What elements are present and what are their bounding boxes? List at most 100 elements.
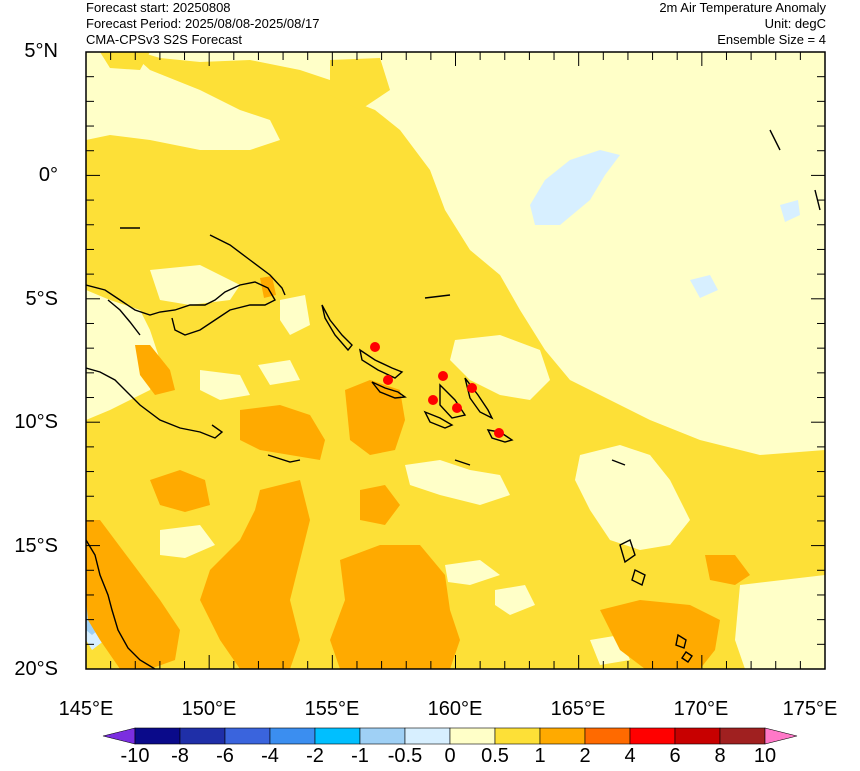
anomaly-region-orange-9	[600, 600, 720, 669]
lat-label-10s: 10°S	[14, 411, 58, 433]
station-marker	[370, 342, 380, 352]
colorbar-segment	[494, 727, 541, 745]
colorbar-label: -4	[261, 745, 279, 767]
lat-label-0: 0°	[38, 164, 58, 186]
colorbar-label: -8	[171, 745, 189, 767]
coastline-guadalcanal	[423, 410, 454, 429]
colorbar	[102, 727, 798, 745]
anomaly-region-nw-pale	[86, 52, 280, 150]
lon-label-170e: 170°E	[673, 698, 729, 720]
coastline-solomons-3	[439, 383, 467, 419]
unit-text: Unit: degC	[764, 16, 826, 31]
lon-label-165e: 165°E	[550, 698, 606, 720]
coastline-small-7	[611, 459, 626, 466]
anomaly-region-orange-10	[705, 555, 750, 585]
colorbar-label: -6	[216, 745, 234, 767]
lat-label-5n: 5°N	[24, 40, 58, 62]
colorbar-segment	[539, 727, 586, 745]
anomaly-region-w-pale-1	[86, 290, 160, 420]
lat-label-15s: 15°S	[14, 535, 58, 557]
anomaly-region-c-pale-1	[450, 335, 550, 400]
coastline-small-5	[769, 129, 781, 151]
colorbar-label: -10	[120, 745, 150, 767]
anomaly-region-orange-4	[150, 470, 210, 512]
anomaly-region-orange-3	[135, 345, 175, 395]
colorbar-segment	[134, 727, 181, 745]
anomaly-region-c-pale-5	[495, 585, 535, 615]
coastline-png-south	[86, 367, 224, 439]
lon-label-160e: 160°E	[427, 698, 483, 720]
coastline-malaita	[464, 377, 494, 420]
colorbar-segment	[224, 727, 271, 745]
anomaly-region-e-pale	[735, 575, 825, 669]
coastline-solomons-1	[358, 348, 404, 379]
station-markers	[370, 342, 504, 438]
coastline-vanuatu-1	[619, 539, 636, 564]
colorbar-label: 4	[624, 745, 636, 767]
forecast-start-text: Forecast start: 20250808	[86, 0, 231, 15]
colorbar-segment	[359, 727, 406, 745]
colorbar-label: -0.5	[387, 745, 423, 767]
colorbar-segment	[584, 727, 631, 745]
colorbar-segment	[719, 727, 766, 745]
coastline-new-ireland	[209, 234, 286, 296]
variable-title-text: 2m Air Temperature Anomaly	[659, 0, 826, 15]
anomaly-region-w-pale-3	[280, 295, 310, 335]
coastline-bougainville	[321, 304, 353, 352]
colorbar-label: 8	[714, 745, 726, 767]
anomaly-region-orange-1	[240, 405, 325, 460]
anomaly-region-c-pale-3	[575, 445, 690, 550]
anomaly-region-w-pale-4	[200, 370, 250, 400]
lat-label-5s: 5°S	[25, 288, 58, 310]
anomaly-region-neg-1	[530, 150, 620, 225]
colorbar-label: -2	[306, 745, 324, 767]
model-name-text: CMA-CPSv3 S2S Forecast	[86, 32, 243, 47]
anomaly-region-orange-11	[260, 276, 276, 298]
colorbar-label: 1	[534, 745, 546, 767]
lon-label-155e: 155°E	[304, 698, 360, 720]
colorbar-segment	[314, 727, 361, 745]
lon-label-175e: 175°E	[782, 698, 838, 720]
forecast-period-text: Forecast Period: 2025/08/08-2025/08/17	[86, 16, 320, 31]
lat-label-20s: 20°S	[14, 658, 58, 680]
coastline-vanuatu-2	[631, 569, 646, 586]
anomaly-region-ne-pale	[140, 52, 825, 455]
coastline-new-guinea	[86, 281, 276, 336]
anomaly-region-c-pale-6	[160, 525, 215, 558]
header-right: 2m Air Temperature Anomaly Unit: degC En…	[659, 0, 826, 48]
colorbar-label: 6	[669, 745, 681, 767]
colorbar-max-arrow	[764, 727, 798, 745]
colorbar-segment	[674, 727, 721, 745]
anomaly-region-neg-2	[780, 200, 800, 222]
anomaly-region-ne-yellow-2	[100, 52, 150, 70]
lon-label-145e: 145°E	[58, 698, 114, 720]
anomaly-region-orange-2	[345, 380, 405, 455]
coastlines	[86, 129, 821, 669]
coastline-vanuatu-4	[681, 651, 693, 663]
coastline-vanuatu-3	[675, 633, 687, 649]
station-marker	[428, 395, 438, 405]
colorbar-segment	[179, 727, 226, 745]
colorbar-segment	[629, 727, 676, 745]
station-marker	[452, 403, 462, 413]
anomaly-region-c-pale-4	[445, 560, 500, 585]
anomaly-region-orange-7	[200, 480, 310, 669]
colorbar-label: -1	[351, 745, 369, 767]
axis-ticks	[85, 51, 826, 670]
colorbar-segment	[404, 727, 451, 745]
anomaly-field	[86, 52, 825, 669]
colorbar-segment	[269, 727, 316, 745]
anomaly-region-w-pale-5	[258, 360, 300, 385]
coastline-small-4	[454, 459, 471, 466]
header-left: Forecast start: 20250808 Forecast Period…	[86, 0, 319, 48]
colorbar-label: 0.5	[481, 745, 509, 767]
anomaly-region-orange-5	[360, 485, 400, 525]
anomaly-region-orange-8	[330, 545, 460, 669]
coastline-small-3	[267, 454, 301, 463]
anomaly-region-ne-yellow-1	[330, 58, 390, 110]
coastline-australia	[86, 539, 156, 669]
station-marker	[494, 428, 504, 438]
lon-label-150e: 150°E	[181, 698, 237, 720]
colorbar-label: 2	[579, 745, 591, 767]
